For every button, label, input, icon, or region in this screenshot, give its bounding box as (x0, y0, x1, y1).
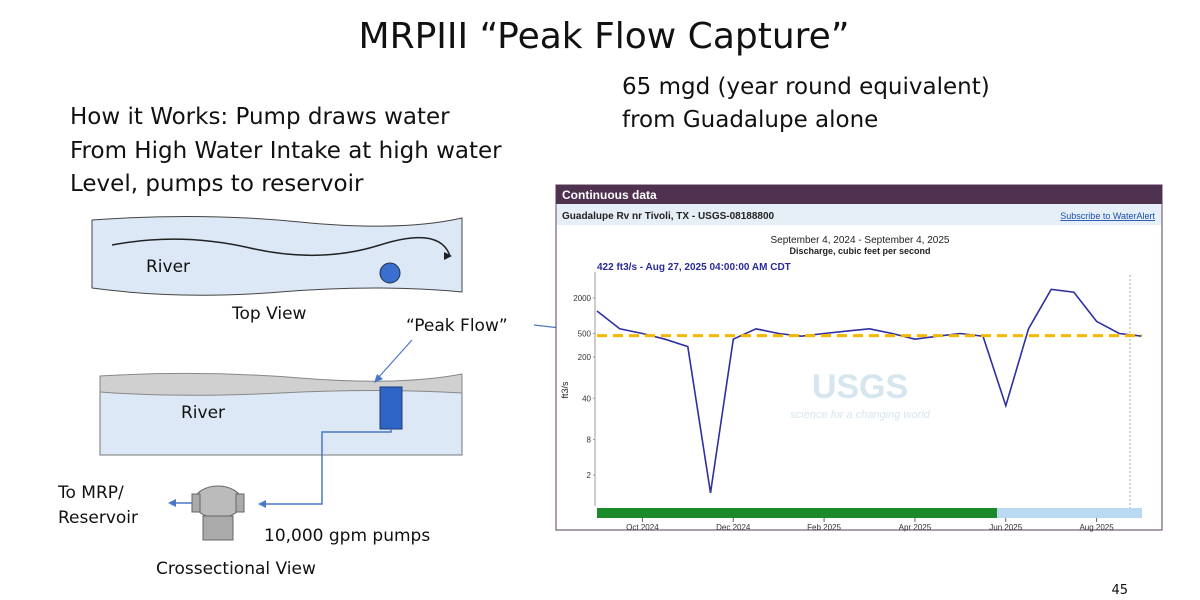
water-surface (99, 372, 463, 396)
label: River (146, 257, 190, 277)
subscribe-link[interactable]: Subscribe to WaterAlert (1060, 211, 1155, 221)
how-text: From High Water Intake at high water (70, 138, 502, 164)
panel-header (556, 185, 1162, 204)
intake-dot (379, 262, 401, 284)
pump-icon (191, 485, 245, 541)
how-text: Level, pumps to reservoir (70, 171, 364, 197)
provisional-bar (997, 508, 1142, 518)
intake (379, 386, 403, 430)
chart: 2000 500 200 40 8 2 Oct 2024 Dec 2024 Feb 2025 Ap… (573, 272, 1143, 532)
y-tick-label: 500 (578, 330, 592, 339)
label: 10,000 gpm pumps (264, 526, 430, 546)
flow-line (111, 236, 451, 257)
watermark: USGS (812, 368, 908, 406)
y-tick-label: 40 (582, 394, 591, 403)
label: Top View (231, 304, 307, 324)
label: Reservoir (58, 508, 138, 528)
y-tick-label: 200 (578, 353, 592, 362)
y-tick-label: 2 (587, 471, 592, 480)
y-axis-label: ft3/s (560, 381, 570, 399)
y-tick-label: 8 (587, 436, 592, 445)
x-tick-label: Dec 2024 (716, 523, 751, 532)
chart-title: September 4, 2024 - September 4, 2025 (770, 235, 949, 246)
annotation: 422 ft3/s - Aug 27, 2025 04:00:00 AM CDT (597, 262, 791, 273)
arrowhead (444, 252, 452, 260)
site-name: Guadalupe Rv nr Tivoli, TX - USGS-081888… (562, 211, 775, 222)
site-bar (557, 204, 1161, 225)
approval-bar (597, 508, 997, 518)
river-top (91, 215, 463, 296)
watermark: science for a changing world (790, 409, 930, 421)
arrowhead (258, 500, 266, 508)
x-tick-label: Apr 2025 (899, 523, 932, 532)
note: 65 mgd (year round equivalent) (622, 74, 990, 100)
pipe (260, 429, 392, 505)
arrowhead (168, 499, 176, 507)
x-tick-label: Aug 2025 (1079, 523, 1114, 532)
discharge-line (596, 288, 1143, 494)
how-text: How it Works: Pump draws water (70, 104, 450, 130)
river-cross (99, 384, 463, 456)
label: River (181, 403, 225, 423)
arrow (377, 339, 413, 379)
arrowhead (374, 374, 383, 383)
note: from Guadalupe alone (622, 107, 878, 133)
usgs-panel (555, 184, 1163, 531)
label: “Peak Flow” (406, 316, 508, 336)
slide-title: MRPIII “Peak Flow Capture” (359, 16, 850, 57)
x-tick-label: Oct 2024 (626, 523, 659, 532)
x-tick-label: Jun 2025 (989, 523, 1022, 532)
chart-subtitle: Discharge, cubic feet per second (789, 246, 930, 256)
label: To MRP/ (57, 483, 124, 503)
y-tick-label: 2000 (573, 294, 591, 303)
x-tick-label: Feb 2025 (807, 523, 841, 532)
label: Crossectional View (156, 559, 316, 579)
panel-title: Continuous data (562, 188, 657, 202)
page-number: 45 (1111, 583, 1128, 598)
